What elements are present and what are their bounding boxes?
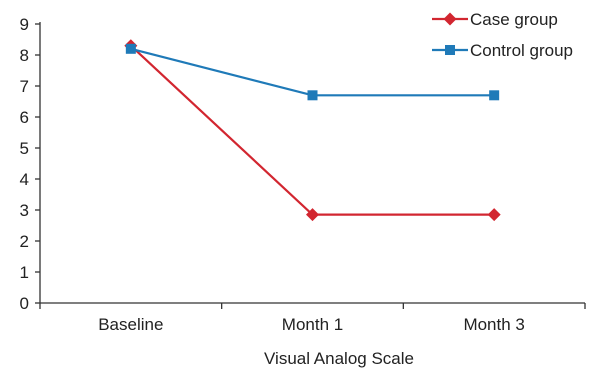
data-point [487, 208, 501, 222]
x-tick-label: Month 3 [463, 315, 524, 334]
chart-series [124, 39, 501, 222]
y-tick-label: 0 [20, 294, 29, 313]
series-case-group [124, 39, 501, 222]
data-point [307, 90, 318, 101]
series-line [130, 44, 495, 216]
y-tick-label: 2 [20, 232, 29, 251]
data-point [306, 208, 319, 222]
chart-axes: 0 1 2 3 4 5 6 7 8 9 Baseline Month 1 Month 3 [20, 15, 586, 334]
y-tick-label: 9 [20, 15, 29, 34]
legend-marker [443, 12, 457, 26]
series-control-group [125, 43, 500, 101]
y-tick-label: 3 [20, 201, 29, 220]
x-tick-label: Month 1 [282, 315, 343, 334]
legend-marker [445, 45, 455, 55]
legend-label: Control group [470, 41, 573, 60]
y-tick-label: 8 [20, 46, 29, 65]
y-tick-label: 1 [20, 263, 29, 282]
y-tick-label: 5 [20, 139, 29, 158]
legend-item-control-group: Control group [432, 41, 573, 60]
x-axis-title: Visual Analog Scale [264, 349, 414, 368]
series-line [130, 47, 495, 97]
data-point [489, 90, 500, 101]
y-tick-label: 6 [20, 108, 29, 127]
data-point [125, 43, 136, 54]
legend-label: Case group [470, 10, 558, 29]
x-tick-label: Baseline [98, 315, 163, 334]
chart-legend: Case group Control group [432, 10, 573, 60]
y-tick-label: 7 [20, 77, 29, 96]
y-tick-label: 4 [20, 170, 29, 189]
legend-item-case-group: Case group [432, 10, 558, 29]
